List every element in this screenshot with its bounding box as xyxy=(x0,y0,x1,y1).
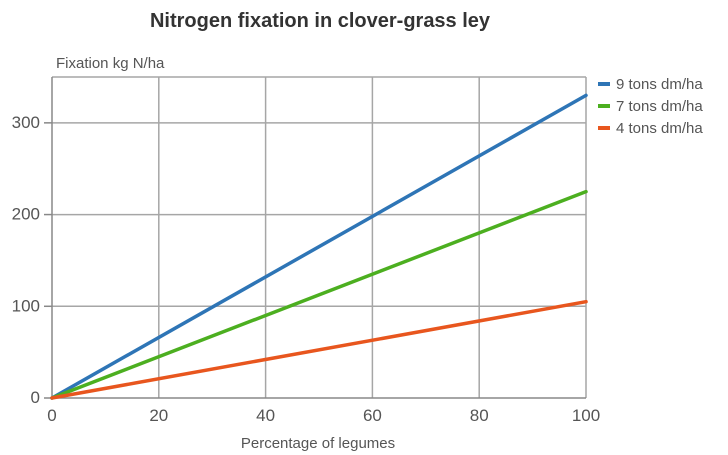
x-tick-label-20: 20 xyxy=(149,406,168,425)
series-line-3 xyxy=(50,299,588,400)
series-lines xyxy=(50,93,588,400)
y-tick-label-200: 200 xyxy=(12,205,40,224)
legend-label-3: 4 tons dm/ha xyxy=(616,120,703,137)
legend-label-2: 7 tons dm/ha xyxy=(616,98,703,115)
x-tick-label-0: 0 xyxy=(47,406,56,425)
series-line-2 xyxy=(50,189,588,400)
x-tick-label-40: 40 xyxy=(256,406,275,425)
y-tick-label-100: 100 xyxy=(12,296,40,315)
chart-title: Nitrogen fixation in clover-grass ley xyxy=(150,10,491,32)
legend-label-1: 9 tons dm/ha xyxy=(616,76,703,93)
series-line-1 xyxy=(50,93,588,400)
grid xyxy=(44,76,587,399)
tick-labels: 0 20 40 60 80 100 0 100 200 300 xyxy=(12,113,601,425)
y-tick-label-0: 0 xyxy=(31,388,40,407)
x-tick-label-60: 60 xyxy=(363,406,382,425)
y-tick-label-300: 300 xyxy=(12,113,40,132)
x-tick-label-100: 100 xyxy=(572,406,600,425)
x-axis-label: Percentage of legumes xyxy=(241,435,395,452)
x-tick-label-80: 80 xyxy=(470,406,489,425)
legend: 9 tons dm/ha 7 tons dm/ha 4 tons dm/ha xyxy=(598,76,703,137)
y-axis-label: Fixation kg N/ha xyxy=(56,55,165,72)
